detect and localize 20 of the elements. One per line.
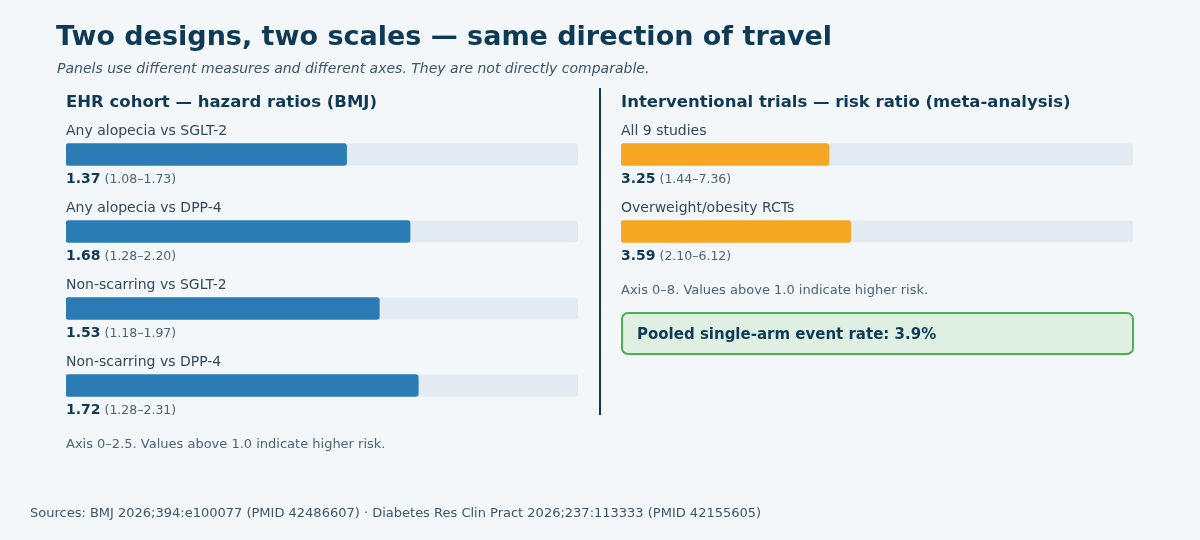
data-label: 1.72 (1.28–2.31) <box>66 401 177 418</box>
category-label: Overweight/obesity RCTs <box>621 199 795 216</box>
data-label: 1.68 (1.28–2.20) <box>66 247 177 264</box>
category-label: Non-scarring vs DPP-4 <box>66 353 222 370</box>
text: Axis 0–2.5. Values above 1.0 indicate higher risk. <box>66 436 386 451</box>
category-label: All 9 studies <box>621 122 707 139</box>
category-label: Any alopecia vs SGLT-2 <box>66 122 228 139</box>
source-note: Sources: BMJ 2026;394:e100077 (PMID 42486607) · Diabetes Res Clin Pract 2026;237:113333 (PMID 42155605) <box>30 505 762 520</box>
chart-title: Interventional trials — risk ratio (meta-analysis) <box>621 92 1071 111</box>
text: Two designs, two scales — same direction of travel <box>56 20 833 51</box>
data-label: 3.59 (2.10–6.12) <box>621 247 732 264</box>
chart-title: EHR cohort — hazard ratios (BMJ) <box>66 92 377 111</box>
text: Axis 0–8. Values above 1.0 indicate higher risk. <box>621 282 929 297</box>
text: Panels use different measures and different axes. They are not directly comparable. <box>57 60 650 76</box>
category-label: Non-scarring vs SGLT-2 <box>66 276 227 293</box>
text: Pooled single-arm event rate: 3.9% <box>621 312 1134 355</box>
data-label: 1.53 (1.18–1.97) <box>66 324 177 341</box>
category-label: Any alopecia vs DPP-4 <box>66 199 222 216</box>
data-label: 1.37 (1.08–1.73) <box>66 170 177 187</box>
data-label: 3.25 (1.44–7.36) <box>621 170 732 187</box>
